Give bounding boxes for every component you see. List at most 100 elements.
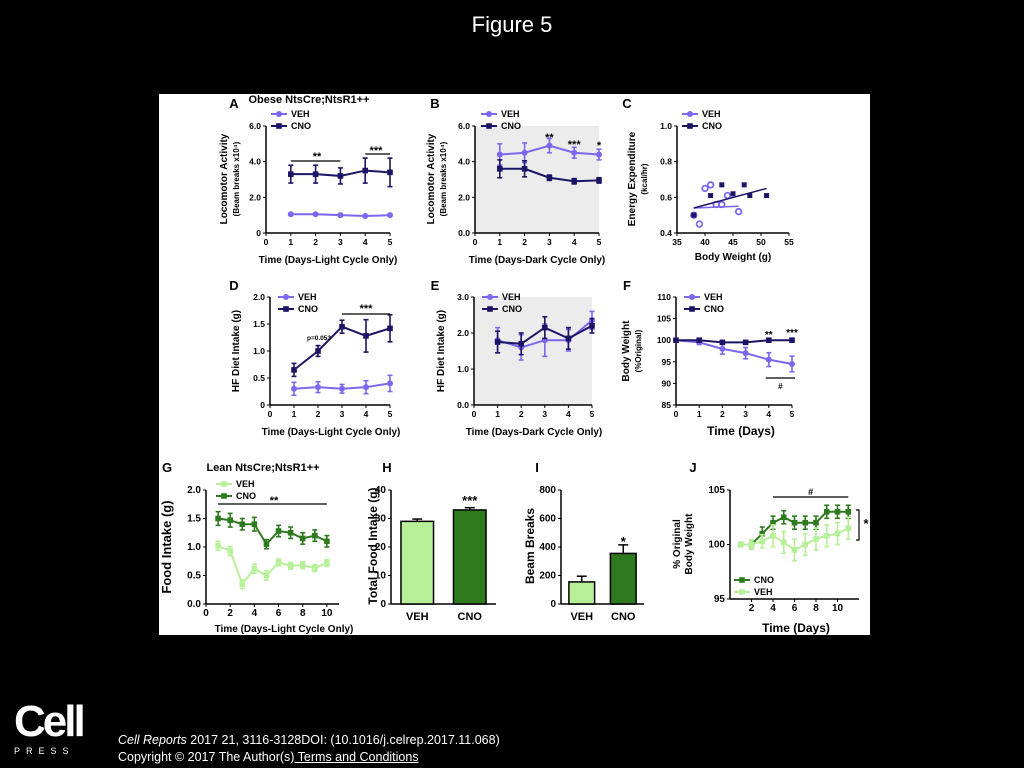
legend-label-veh: VEH bbox=[754, 587, 773, 597]
shaded-dark-cycle bbox=[475, 126, 599, 233]
data-point bbox=[730, 191, 736, 197]
x-tick-label: 1 bbox=[292, 409, 297, 419]
data-point bbox=[494, 339, 501, 345]
data-point bbox=[823, 532, 830, 539]
data-point bbox=[496, 151, 503, 158]
y-tick-label: 4.0 bbox=[458, 157, 470, 167]
data-point bbox=[834, 509, 841, 515]
data-point bbox=[299, 535, 306, 542]
y-tick-label: 30 bbox=[375, 514, 387, 525]
x-axis-label: Time (Days) bbox=[762, 621, 830, 635]
y-axis-label: HF Diet Intake (g) bbox=[436, 310, 447, 392]
x-tick-label: 3 bbox=[547, 237, 552, 247]
x-tick-label: 2 bbox=[519, 409, 524, 419]
x-tick-label: 4 bbox=[770, 603, 776, 614]
annotation: ** bbox=[270, 495, 279, 507]
data-point bbox=[719, 339, 726, 346]
legend-label-cno: CNO bbox=[754, 575, 774, 585]
data-point bbox=[275, 559, 282, 566]
legend-label-cno: CNO bbox=[502, 304, 522, 314]
y-tick-label: 1.0 bbox=[187, 542, 201, 553]
bar bbox=[452, 509, 487, 605]
y-tick-label: 95 bbox=[714, 594, 726, 605]
copyright-text: Copyright © 2017 The Author(s) bbox=[118, 750, 295, 764]
y-tick-label: 0.0 bbox=[187, 599, 201, 610]
annotation: * bbox=[597, 140, 602, 152]
panel-d: D 0 0.5 1.0 1.5 2.0 0 1 2 3 4 5 VEH CNO p=0.053 *** Time… bbox=[229, 278, 400, 438]
y-tick-label: 100 bbox=[657, 335, 671, 345]
data-point bbox=[291, 385, 297, 392]
data-point bbox=[337, 173, 344, 179]
data-point bbox=[596, 177, 602, 184]
y-axis-label: Locomotor Activity bbox=[219, 133, 230, 224]
panel-e: E 0.0 1.0 2.0 3.0 0 1 2 3 4 5 VEH CNO Time (Days-Dark… bbox=[431, 278, 603, 438]
data-point bbox=[227, 517, 233, 524]
series-line bbox=[217, 544, 328, 587]
series-veh bbox=[737, 516, 852, 562]
bar bbox=[400, 520, 435, 605]
legend-label-cno: CNO bbox=[704, 304, 724, 314]
citation-ref: 2017 21, 3116-3128DOI: (10.1016/j.celrep… bbox=[186, 733, 500, 747]
series-veh bbox=[690, 181, 743, 228]
data-point bbox=[766, 337, 772, 343]
y-tick-label: 600 bbox=[539, 514, 556, 525]
data-point bbox=[723, 191, 732, 200]
data-point bbox=[742, 350, 749, 357]
legend-marker bbox=[689, 306, 695, 312]
y-tick-label: 0 bbox=[260, 400, 265, 410]
series-veh bbox=[215, 540, 330, 590]
panel-letter-g: G bbox=[162, 460, 172, 475]
data-point bbox=[239, 521, 246, 527]
legend-label-cno: CNO bbox=[236, 491, 256, 501]
data-point bbox=[789, 337, 795, 343]
data-point bbox=[791, 547, 798, 553]
data-point bbox=[287, 211, 294, 218]
series-line bbox=[217, 517, 328, 546]
y-tick-label: 2.0 bbox=[187, 485, 201, 496]
data-point bbox=[719, 182, 725, 188]
x-tick-label: 4 bbox=[363, 237, 368, 247]
x-tick-label: 3 bbox=[338, 237, 343, 247]
legend-label-cno: CNO bbox=[298, 304, 318, 314]
terms-link[interactable]: Terms and Conditions bbox=[294, 750, 419, 764]
x-axis-label: Time (Days-Light Cycle Only) bbox=[215, 624, 354, 635]
x-tick-label: 45 bbox=[728, 237, 738, 247]
y-tick-label: 1.0 bbox=[253, 346, 265, 356]
y-tick-label: 3.0 bbox=[457, 292, 469, 302]
x-tick-label: 5 bbox=[388, 409, 393, 419]
x-tick-label: 40 bbox=[700, 237, 710, 247]
series-cno bbox=[497, 159, 602, 185]
data-point bbox=[312, 171, 319, 177]
data-point bbox=[719, 345, 726, 352]
x-tick-label: 8 bbox=[300, 608, 306, 619]
data-point bbox=[690, 211, 698, 219]
y-tick-label: 1.0 bbox=[457, 364, 469, 374]
legend-label-veh: VEH bbox=[298, 292, 317, 302]
data-point bbox=[251, 565, 258, 572]
panel-a-title: Obese NtsCre;NtsR1++ bbox=[248, 94, 369, 106]
x-tick-label: 6 bbox=[792, 603, 798, 614]
y-tick-label: 90 bbox=[662, 378, 672, 388]
x-category-label: CNO bbox=[611, 611, 636, 623]
data-point bbox=[315, 384, 321, 391]
data-point bbox=[780, 514, 787, 521]
y-axis-label-2: Body Weight bbox=[684, 513, 695, 575]
data-point bbox=[337, 212, 344, 219]
y-axis-label-2: (kcal/hr) bbox=[640, 163, 649, 194]
data-point bbox=[813, 519, 819, 526]
y-tick-label: 2.0 bbox=[458, 192, 470, 202]
panel-i: I 0 200 400 600 800 VEH CNO * Beam Breaks bbox=[523, 460, 644, 623]
x-category-label: VEH bbox=[570, 611, 593, 623]
data-point bbox=[759, 530, 766, 537]
legend-marker bbox=[276, 111, 282, 117]
x-axis-label: Body Weight (g) bbox=[695, 252, 771, 263]
x-tick-label: 6 bbox=[276, 608, 282, 619]
x-tick-label: 4 bbox=[252, 608, 258, 619]
bar bbox=[609, 552, 637, 605]
legend-label-cno: CNO bbox=[291, 121, 311, 131]
x-tick-label: 2 bbox=[313, 237, 318, 247]
data-point bbox=[765, 356, 772, 363]
y-tick-label: 6.0 bbox=[458, 121, 470, 131]
y-tick-label: 105 bbox=[708, 485, 725, 496]
